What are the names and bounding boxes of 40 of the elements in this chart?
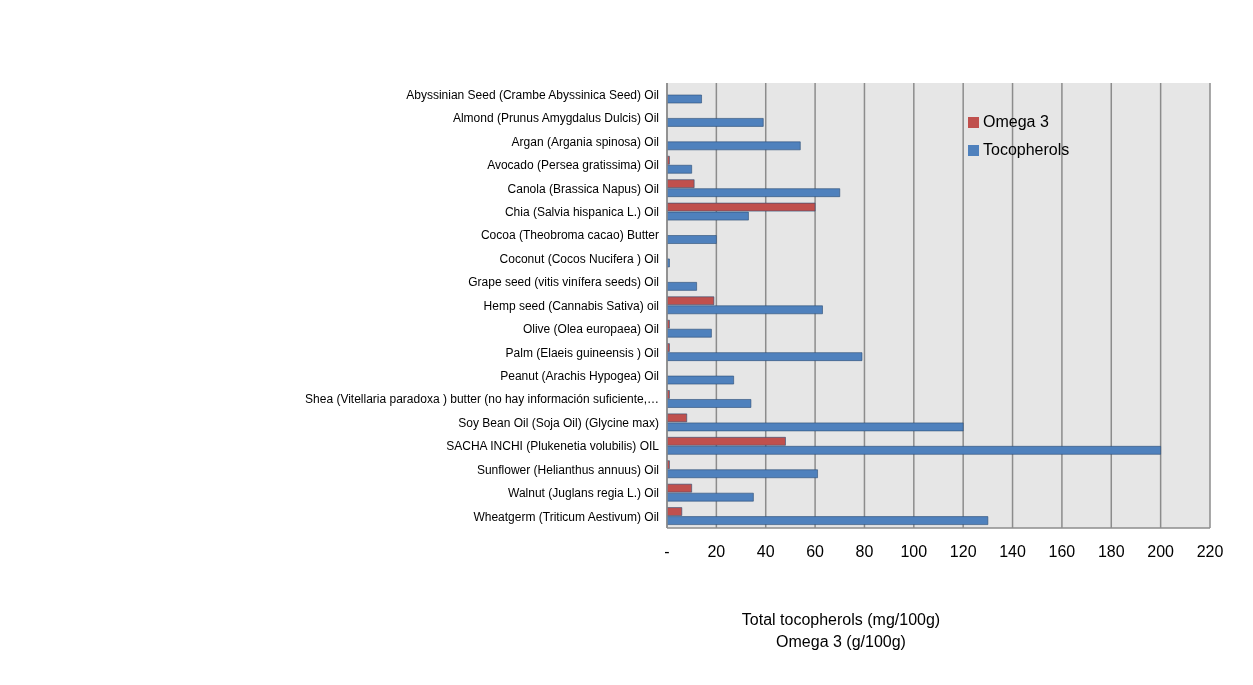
x-tick-label: 180 xyxy=(1097,543,1125,561)
y-tick-label: Coconut (Cocos Nucifera ) Oil xyxy=(499,251,659,266)
x-tick-label: 120 xyxy=(949,543,977,561)
x-tick-label: 100 xyxy=(900,543,928,561)
y-tick-label: Palm (Elaeis guineensis ) Oil xyxy=(505,345,659,360)
y-tick-label: Chia (Salvia hispanica L.) Oil xyxy=(504,205,659,220)
x-tick-label: - xyxy=(664,543,670,561)
bar xyxy=(667,235,717,245)
y-tick-label: Soy Bean Oil (Soja Oil) (Glycine max) xyxy=(458,415,659,430)
y-tick-label: Argan (Argania spinosa) Oil xyxy=(511,134,659,149)
x-tick-label: 160 xyxy=(1048,543,1076,561)
x-tick-label: 40 xyxy=(756,543,775,561)
y-tick-label: SACHA INCHI (Plukenetia volubilis) OIL xyxy=(446,439,660,454)
legend-label: Tocopherols xyxy=(983,141,1070,158)
y-tick-label: Grape seed (vitis vinífera seeds) Oil xyxy=(468,275,659,290)
x-tick-label: 140 xyxy=(999,543,1026,561)
bar xyxy=(667,117,764,127)
y-tick-label: Walnut (Juglans regia L.) Oil xyxy=(508,486,659,501)
x-tick-label: 200 xyxy=(1147,543,1175,561)
x-tick-label: 80 xyxy=(855,543,874,561)
legend-label: Omega 3 xyxy=(983,113,1049,130)
y-tick-label: Shea (Vitellaria paradoxa ) butter (no hay información suficiente,… xyxy=(305,392,659,407)
x-axis-title: Total tocopherols (mg/100g) Omega 3 (g/100g) xyxy=(741,611,941,650)
bar xyxy=(667,94,703,104)
x-tick-label: 60 xyxy=(806,543,825,561)
y-tick-label: Hemp seed (Cannabis Sativa) oil xyxy=(483,298,659,313)
y-tick-label: Cocoa (Theobroma cacao) Butter xyxy=(480,228,659,243)
x-tick-label: 220 xyxy=(1196,543,1224,561)
y-tick-label: Olive (Olea europaea) Oil xyxy=(522,322,659,337)
y-tick-label: Wheatgerm (Triticum Aestivum) Oil xyxy=(473,509,659,524)
y-tick-label: Abyssinian Seed (Crambe Abyssinica Seed) Oil xyxy=(406,87,659,102)
y-tick-label: Sunflower (Helianthus annuus) Oil xyxy=(476,462,659,477)
y-tick-label: Canola (Brassica Napus) Oil xyxy=(507,181,659,196)
bar xyxy=(667,141,801,151)
y-tick-label: Peanut (Arachis Hypogea) Oil xyxy=(500,369,659,384)
y-tick-label: Avocado (Persea gratissima) Oil xyxy=(487,158,659,173)
y-tick-label: Almond (Prunus Amygdalus Dulcis) Oil xyxy=(452,111,659,126)
bar xyxy=(667,375,735,385)
x-tick-label: 20 xyxy=(707,543,726,561)
bar xyxy=(667,281,698,291)
